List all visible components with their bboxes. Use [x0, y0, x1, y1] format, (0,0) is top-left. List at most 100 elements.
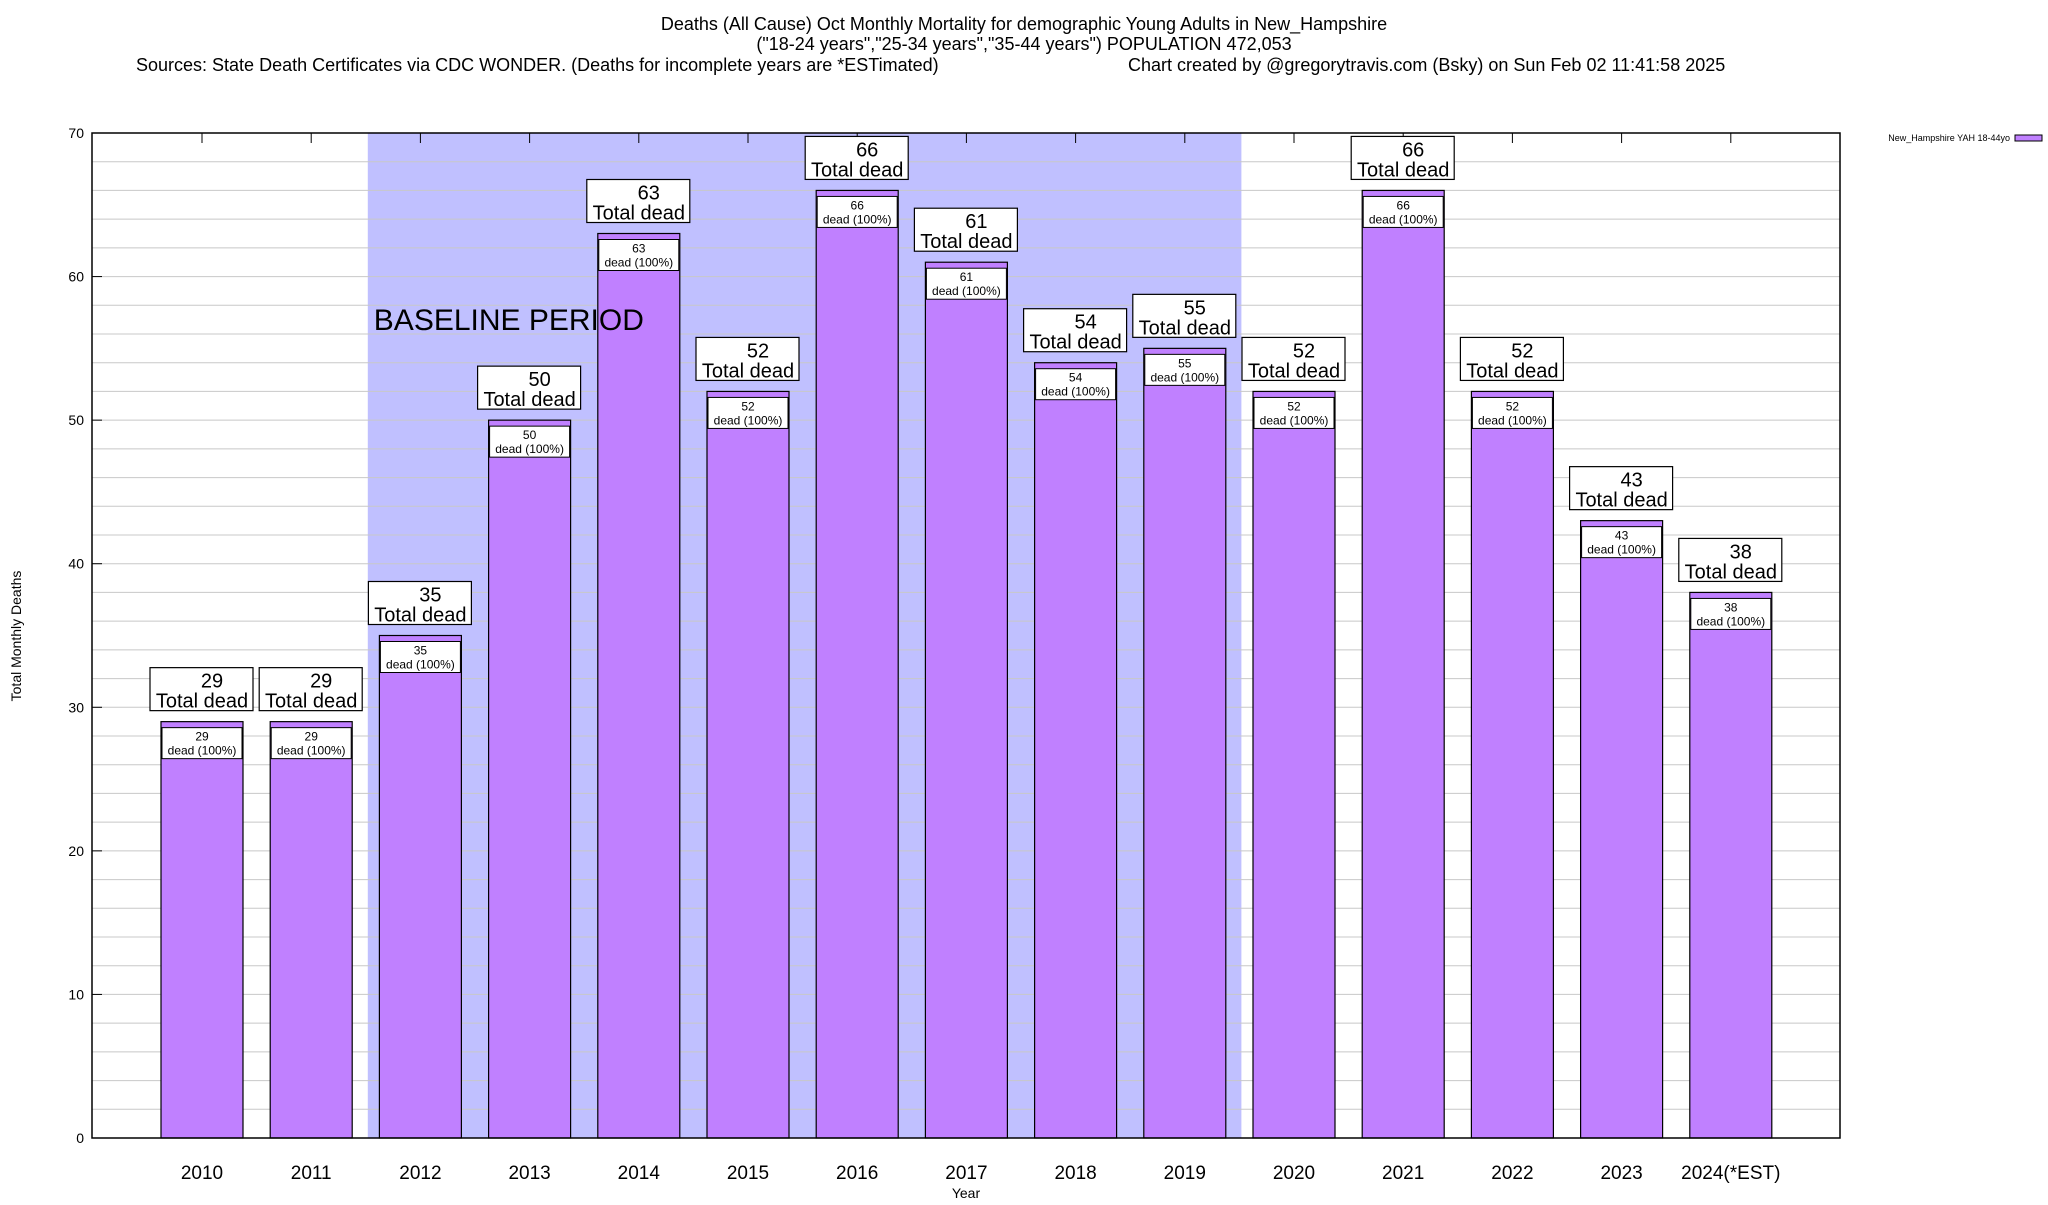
inner-label-value: 52 [741, 399, 755, 413]
x-tick-label: 2016 [836, 1163, 878, 1184]
inner-label-box [1253, 396, 1335, 429]
inner-label-box [1581, 526, 1663, 559]
inner-label-text: dead (100%) [168, 744, 237, 758]
total-label-text: Total dead [811, 159, 903, 181]
inner-label-value: 55 [1178, 356, 1192, 370]
total-label-box [1241, 336, 1346, 382]
inner-label-value: 50 [523, 428, 537, 442]
chart-credit: Chart created by @gregorytravis.com (Bsk… [1128, 55, 1725, 75]
x-tick-label: 2013 [508, 1163, 550, 1184]
x-tick-label: 2015 [727, 1163, 769, 1184]
plot-frame [91, 132, 1841, 1139]
inner-label-text: dead (100%) [277, 744, 346, 758]
total-label-value: 66 [1402, 139, 1424, 161]
y-tick-label: 10 [68, 986, 84, 1002]
x-tick-label: 2017 [945, 1163, 987, 1184]
total-label-value: 52 [1511, 340, 1533, 362]
inner-label-value: 54 [1069, 371, 1083, 385]
total-label-box [695, 336, 800, 382]
y-tick-label: 60 [68, 269, 84, 285]
total-label-text: Total dead [265, 691, 357, 713]
inner-label-value: 52 [1287, 399, 1301, 413]
inner-label-value: 38 [1724, 600, 1738, 614]
inner-label-value: 61 [960, 270, 974, 284]
total-label-box [1678, 537, 1783, 583]
inner-label-text: dead (100%) [714, 413, 783, 427]
y-tick-label: 20 [68, 843, 84, 859]
bar [1689, 591, 1773, 1139]
x-tick-label: 2010 [181, 1163, 223, 1184]
inner-label-text: dead (100%) [823, 212, 892, 226]
total-label-box [1022, 308, 1128, 353]
total-label-text: Total dead [1357, 159, 1449, 181]
inner-label-value: 63 [632, 242, 646, 256]
bar [1033, 362, 1118, 1139]
total-label-box [1132, 293, 1237, 338]
total-label-text: Total dead [483, 389, 575, 411]
total-label-box [804, 135, 909, 181]
y-tick-label: 40 [68, 556, 84, 572]
total-label-box [477, 365, 582, 410]
inner-label-box [925, 267, 1007, 300]
y-tick-label: 70 [68, 125, 84, 141]
inner-label-text: dead (100%) [604, 256, 673, 270]
total-label-text: Total dead [702, 360, 794, 382]
inner-label-box [379, 641, 461, 673]
inner-label-text: dead (100%) [495, 442, 564, 456]
bar [1143, 347, 1227, 1139]
total-label-text: Total dead [593, 203, 685, 225]
total-label-value: 50 [528, 369, 550, 391]
total-label-value: 43 [1620, 470, 1642, 492]
bar [1252, 390, 1336, 1139]
total-label-value: 52 [747, 340, 769, 362]
total-label-text: Total dead [374, 605, 466, 627]
inner-label-text: dead (100%) [1369, 212, 1438, 226]
bar [160, 721, 244, 1139]
inner-label-value: 29 [195, 730, 209, 744]
bar [1579, 520, 1664, 1139]
inner-label-box [707, 396, 789, 429]
x-tick-label: 2024(*EST) [1681, 1163, 1780, 1184]
inner-label-box [270, 727, 352, 760]
x-tick-label: 2022 [1491, 1163, 1533, 1184]
baseline-period-label: BASELINE PERIOD [374, 304, 644, 337]
bar [1470, 390, 1555, 1139]
total-label-value: 66 [856, 139, 878, 161]
chart-sources: Sources: State Death Certificates via CD… [136, 55, 939, 75]
bar [1361, 189, 1445, 1139]
bar [269, 721, 353, 1139]
total-label-box [913, 207, 1019, 252]
bar [488, 419, 572, 1139]
total-label-text: Total dead [1685, 561, 1777, 583]
x-tick-label: 2018 [1054, 1163, 1096, 1184]
inner-label-box [816, 195, 898, 228]
total-label-value: 54 [1074, 312, 1096, 334]
y-tick-label: 0 [76, 1130, 84, 1146]
inner-label-text: dead (100%) [932, 284, 1001, 298]
x-tick-label: 2020 [1273, 1163, 1315, 1184]
x-tick-label: 2021 [1382, 1163, 1424, 1184]
total-label-value: 29 [201, 671, 223, 693]
inner-label-box [161, 727, 243, 760]
x-tick-label: 2023 [1600, 1163, 1642, 1184]
total-label-text: Total dead [1248, 360, 1340, 382]
total-label-box [258, 667, 363, 712]
total-label-box [586, 178, 691, 224]
chart-subtitle: ("18-24 years","25-34 years","35-44 year… [756, 34, 1291, 54]
total-label-value: 52 [1293, 340, 1315, 362]
total-label-value: 38 [1730, 541, 1752, 563]
total-label-value: 29 [310, 671, 332, 693]
x-axis-label: Year [952, 1185, 981, 1200]
x-tick-label: 2019 [1164, 1163, 1206, 1184]
inner-label-text: dead (100%) [1478, 413, 1547, 427]
inner-label-box [1362, 195, 1444, 228]
inner-label-text: dead (100%) [1150, 370, 1219, 384]
inner-label-box [1035, 368, 1117, 401]
total-label-box [1459, 336, 1565, 382]
total-label-text: Total dead [1029, 332, 1121, 354]
y-tick-label: 30 [68, 699, 84, 715]
total-label-text: Total dead [1139, 317, 1231, 339]
inner-label-box [1144, 353, 1226, 386]
inner-label-box [1471, 396, 1553, 429]
